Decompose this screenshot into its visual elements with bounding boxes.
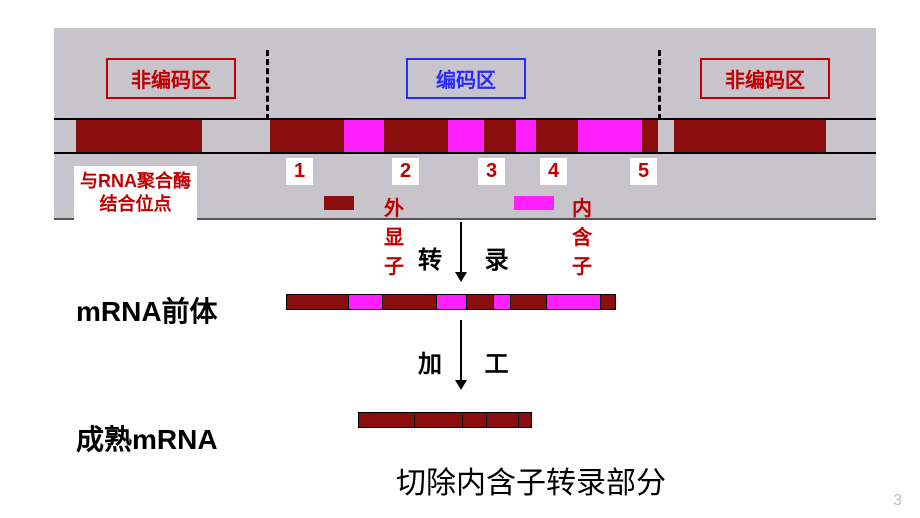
region-label: 非编码区 <box>131 64 211 93</box>
step-text: 转 录 <box>418 240 527 275</box>
page-number: 3 <box>893 492 902 510</box>
exon-number: 4 <box>540 158 567 185</box>
gene-segment <box>484 120 516 152</box>
mature-segment <box>463 413 487 427</box>
promoter-label: 与RNA聚合酶 结合位点 <box>74 166 197 221</box>
bottom-caption: 切除内含子转录部分 <box>396 458 666 502</box>
mature-segment <box>487 413 519 427</box>
pre-mrna-segment <box>383 295 437 309</box>
region-noncoding-left: 非编码区 <box>106 58 236 99</box>
separator-2 <box>658 50 661 120</box>
mature-mrna-title: 成熟mRNA <box>76 418 218 458</box>
exon-number: 5 <box>630 158 657 185</box>
pre-mrna-segment <box>467 295 494 309</box>
gene-segment <box>76 120 202 152</box>
pre-mrna-segment <box>437 295 467 309</box>
legend-intron-box <box>514 196 554 210</box>
promoter-line1: 与RNA聚合酶 <box>80 170 191 193</box>
pre-mrna-segment <box>511 295 547 309</box>
legend-intron-label: 内含子 <box>572 192 592 279</box>
region-label: 编码区 <box>436 64 496 93</box>
gene-segment <box>344 120 384 152</box>
pre-mrna-title: mRNA前体 <box>76 290 218 330</box>
region-coding: 编码区 <box>406 58 526 99</box>
track-line-bottom <box>54 152 876 154</box>
pre-mrna-segment <box>547 295 601 309</box>
processing-label: 加 工 <box>418 344 527 379</box>
region-noncoding-right: 非编码区 <box>700 58 830 99</box>
gene-segment <box>270 120 344 152</box>
promoter-line2: 结合位点 <box>80 193 191 216</box>
gene-segment <box>536 120 578 152</box>
mature-mrna-bar <box>358 412 532 428</box>
legend-exon-label: 外显子 <box>384 192 404 279</box>
gene-structure-panel: 非编码区 编码区 非编码区 12345 与RNA聚合酶 结合位点 外显子 内含子 <box>54 28 876 220</box>
region-label: 非编码区 <box>725 64 805 93</box>
gene-segment <box>578 120 642 152</box>
exon-number: 2 <box>392 158 419 185</box>
mature-segment <box>415 413 463 427</box>
exon-number: 1 <box>286 158 313 185</box>
step-text: 加 工 <box>418 344 527 379</box>
exon-number: 3 <box>478 158 505 185</box>
pre-mrna-segment <box>494 295 511 309</box>
pre-mrna-segment <box>601 295 615 309</box>
gene-segment <box>674 120 826 152</box>
region-labels-row: 非编码区 编码区 非编码区 <box>54 58 876 98</box>
pre-mrna-segment <box>349 295 383 309</box>
legend-exon-box <box>324 196 354 210</box>
gene-segment <box>448 120 484 152</box>
gene-segment <box>642 120 658 152</box>
pre-mrna-segment <box>287 295 349 309</box>
mature-segment <box>359 413 415 427</box>
transcription-label: 转 录 <box>418 240 527 275</box>
gene-segment <box>384 120 448 152</box>
separator-1 <box>266 50 269 120</box>
gene-segment <box>516 120 536 152</box>
mature-segment <box>519 413 531 427</box>
gene-track <box>54 120 876 152</box>
pre-mrna-bar <box>286 294 616 310</box>
